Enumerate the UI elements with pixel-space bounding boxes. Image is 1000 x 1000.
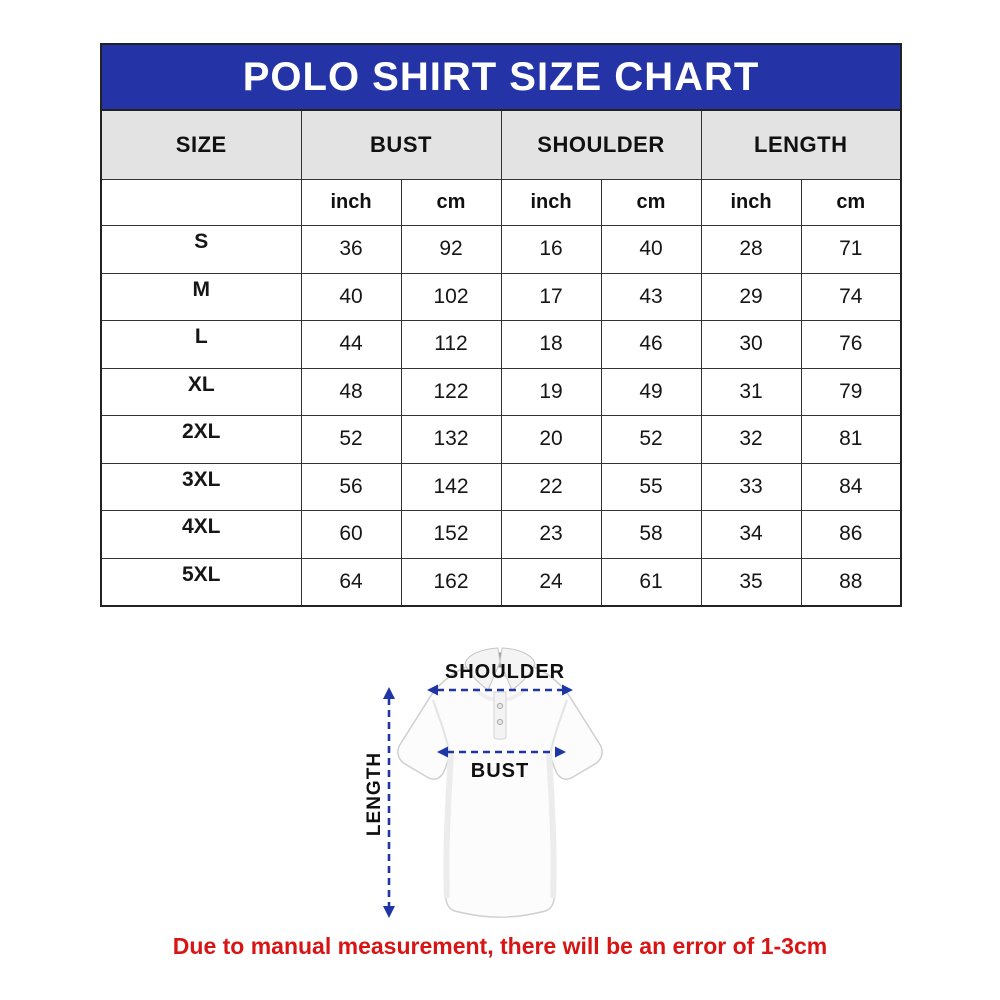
- shirt-collar: [464, 647, 536, 740]
- cell: 48: [300, 367, 402, 416]
- cell: 17: [500, 272, 602, 321]
- table-row: L 44 112 18 46 30 76: [100, 320, 902, 369]
- cell: 92: [400, 225, 502, 274]
- table-row: M 40 102 17 43 29 74: [100, 272, 902, 321]
- cell: 46: [600, 320, 702, 369]
- unit-header: cm: [400, 179, 502, 226]
- cell: 162: [400, 557, 502, 607]
- shirt-button: [496, 702, 504, 710]
- shirt-placket: [493, 691, 507, 740]
- table-row: S 36 92 16 40 28 71: [100, 225, 902, 274]
- page-title: POLO SHIRT SIZE CHART: [99, 43, 903, 111]
- cell: 30: [700, 320, 802, 369]
- cell: 122: [400, 367, 502, 416]
- table-row: 2XL 52 132 20 52 32 81: [100, 415, 902, 464]
- cell: 76: [800, 320, 902, 369]
- measurement-note: Due to manual measurement, there will be…: [172, 933, 828, 959]
- cell: 84: [800, 462, 902, 511]
- cell: 35: [700, 557, 802, 607]
- cell: 49: [600, 367, 702, 416]
- unit-header: inch: [500, 179, 602, 226]
- col-header-shoulder: SHOULDER: [500, 109, 702, 180]
- cell: 40: [300, 272, 402, 321]
- cell: 33: [700, 462, 802, 511]
- cell: 79: [800, 367, 902, 416]
- cell: 102: [400, 272, 502, 321]
- cell: 32: [700, 415, 802, 464]
- cell: 58: [600, 510, 702, 559]
- shirt-button: [496, 718, 504, 726]
- unit-header: inch: [300, 179, 402, 226]
- shirt-body: [397, 666, 603, 918]
- size-label: 5XL: [100, 557, 302, 607]
- cell: 86: [800, 510, 902, 559]
- size-label: XL: [100, 367, 302, 416]
- table-row: 5XL 64 162 24 61 35 88: [100, 557, 902, 607]
- cell: 29: [700, 272, 802, 321]
- cell: 88: [800, 557, 902, 607]
- length-label: LENGTH: [364, 751, 385, 837]
- cell: 52: [600, 415, 702, 464]
- cell: 56: [300, 462, 402, 511]
- cell: 44: [300, 320, 402, 369]
- cell: 55: [600, 462, 702, 511]
- cell: 40: [600, 225, 702, 274]
- bust-label: BUST: [470, 760, 530, 782]
- measurement-diagram: [330, 640, 670, 925]
- polo-shirt-graphic: [383, 647, 603, 918]
- size-label: M: [100, 272, 302, 321]
- cell: 28: [700, 225, 802, 274]
- cell: 34: [700, 510, 802, 559]
- cell: 61: [600, 557, 702, 607]
- cell: 152: [400, 510, 502, 559]
- cell: 16: [500, 225, 602, 274]
- table-row: 3XL 56 142 22 55 33 84: [100, 462, 902, 511]
- unit-header-empty: [100, 179, 302, 226]
- size-label: 3XL: [100, 462, 302, 511]
- cell: 71: [800, 225, 902, 274]
- title-bar: POLO SHIRT SIZE CHART: [99, 43, 903, 111]
- cell: 81: [800, 415, 902, 464]
- table-row: 4XL 60 152 23 58 34 86: [100, 510, 902, 559]
- cell: 52: [300, 415, 402, 464]
- col-header-bust: BUST: [300, 109, 502, 180]
- table-row: XL 48 122 19 49 31 79: [100, 367, 902, 416]
- cell: 43: [600, 272, 702, 321]
- cell: 142: [400, 462, 502, 511]
- col-header-size: SIZE: [100, 109, 302, 180]
- cell: 22: [500, 462, 602, 511]
- cell: 60: [300, 510, 402, 559]
- cell: 132: [400, 415, 502, 464]
- cell: 23: [500, 510, 602, 559]
- size-label: S: [100, 225, 302, 274]
- size-chart-table: POLO SHIRT SIZE CHART SIZE BUST SHOULDER…: [99, 43, 903, 607]
- unit-header: inch: [700, 179, 802, 226]
- cell: 20: [500, 415, 602, 464]
- bust-arrow-icon: [437, 746, 566, 758]
- cell: 36: [300, 225, 402, 274]
- unit-header: cm: [600, 179, 702, 226]
- cell: 18: [500, 320, 602, 369]
- column-group-header-row: SIZE BUST SHOULDER LENGTH: [100, 109, 902, 180]
- unit-header: cm: [800, 179, 902, 226]
- size-label: L: [100, 320, 302, 369]
- shoulder-label: SHOULDER: [444, 661, 566, 683]
- cell: 31: [700, 367, 802, 416]
- cell: 64: [300, 557, 402, 607]
- size-label: 4XL: [100, 510, 302, 559]
- length-arrow-icon: [383, 687, 395, 918]
- cell: 112: [400, 320, 502, 369]
- unit-header-row: inch cm inch cm inch cm: [100, 179, 902, 226]
- col-header-length: LENGTH: [700, 109, 902, 180]
- cell: 24: [500, 557, 602, 607]
- shoulder-arrow-icon: [427, 684, 573, 696]
- cell: 74: [800, 272, 902, 321]
- size-label: 2XL: [100, 415, 302, 464]
- cell: 19: [500, 367, 602, 416]
